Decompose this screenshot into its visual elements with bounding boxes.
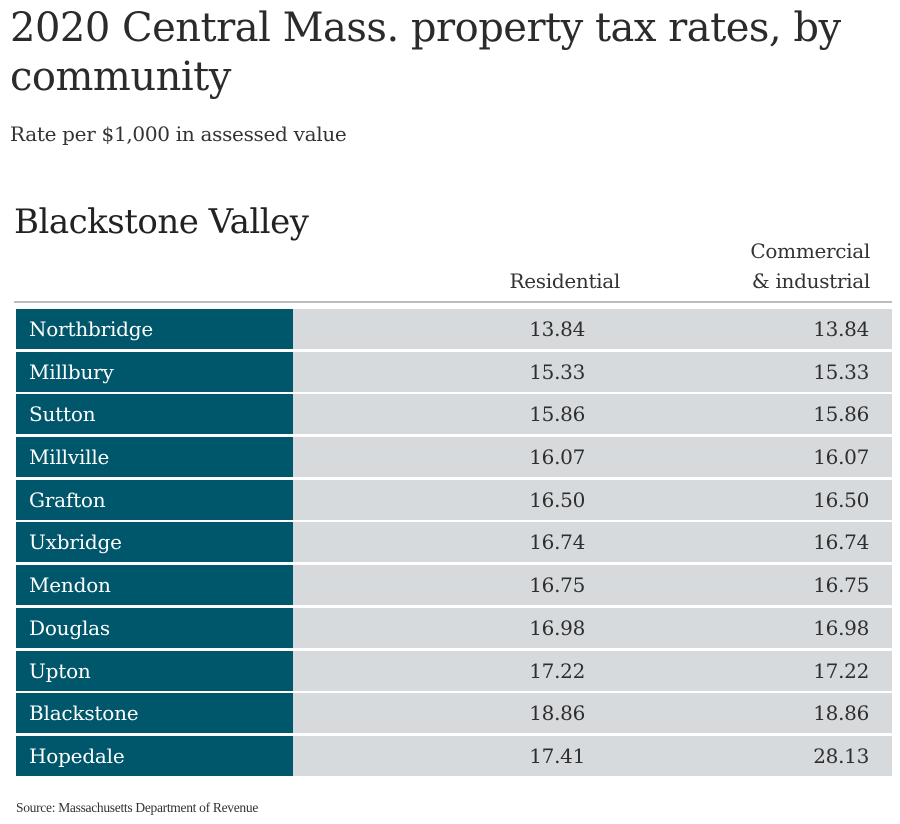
table-row: Douglas 16.98 16.98: [16, 607, 892, 648]
values-cell: 15.33 15.33: [293, 351, 892, 392]
values-cell: 17.22 17.22: [293, 650, 892, 691]
values-cell: 16.98 16.98: [293, 607, 892, 648]
table-row: Sutton 15.86 15.86: [16, 394, 892, 435]
commercial-rate: 18.86: [813, 701, 869, 726]
residential-rate: 16.74: [529, 530, 585, 555]
commercial-rate: 17.22: [813, 658, 869, 683]
values-cell: 17.41 28.13: [293, 735, 892, 776]
column-header-commercial: Commercial & industrial: [660, 236, 870, 296]
section-heading: Blackstone Valley: [14, 202, 309, 242]
residential-rate: 15.33: [529, 359, 585, 384]
residential-rate: 16.75: [529, 573, 585, 598]
values-cell: 16.50 16.50: [293, 479, 892, 520]
commercial-rate: 16.74: [813, 530, 869, 555]
values-cell: 13.84 13.84: [293, 309, 892, 349]
community-name: Millbury: [16, 351, 293, 392]
table-row: Uxbridge 16.74 16.74: [16, 522, 892, 563]
commercial-rate: 16.98: [813, 615, 869, 640]
commercial-rate: 13.84: [813, 317, 869, 341]
commercial-rate: 15.86: [813, 402, 869, 427]
table-row: Mendon 16.75 16.75: [16, 565, 892, 606]
commercial-rate: 28.13: [813, 743, 869, 768]
community-name: Hopedale: [16, 735, 293, 776]
residential-rate: 16.50: [529, 487, 585, 512]
values-cell: 16.07 16.07: [293, 437, 892, 478]
chart-subtitle: Rate per $1,000 in assessed value: [10, 122, 347, 146]
residential-rate: 13.84: [529, 317, 585, 341]
header-divider: [14, 301, 892, 303]
column-header-commercial-line1: Commercial: [750, 239, 870, 263]
community-name: Uxbridge: [16, 522, 293, 563]
values-cell: 16.75 16.75: [293, 565, 892, 606]
values-cell: 15.86 15.86: [293, 394, 892, 435]
table-row: Hopedale 17.41 28.13: [16, 735, 892, 776]
residential-rate: 15.86: [529, 402, 585, 427]
community-name: Upton: [16, 650, 293, 691]
table-row: Upton 17.22 17.22: [16, 650, 892, 691]
community-name: Mendon: [16, 565, 293, 606]
community-name: Millville: [16, 437, 293, 478]
community-name: Douglas: [16, 607, 293, 648]
chart-title: 2020 Central Mass. property tax rates, b…: [10, 5, 841, 100]
residential-rate: 18.86: [529, 701, 585, 726]
residential-rate: 17.22: [529, 658, 585, 683]
values-cell: 18.86 18.86: [293, 693, 892, 734]
commercial-rate: 15.33: [813, 359, 869, 384]
community-name: Sutton: [16, 394, 293, 435]
residential-rate: 16.07: [529, 445, 585, 470]
community-name: Northbridge: [16, 309, 293, 349]
values-cell: 16.74 16.74: [293, 522, 892, 563]
commercial-rate: 16.75: [813, 573, 869, 598]
column-header-commercial-line2: & industrial: [751, 269, 870, 293]
commercial-rate: 16.50: [813, 487, 869, 512]
commercial-rate: 16.07: [813, 445, 869, 470]
table-row: Blackstone 18.86 18.86: [16, 693, 892, 734]
column-header-residential: Residential: [509, 269, 620, 293]
table-row: Millbury 15.33 15.33: [16, 351, 892, 392]
residential-rate: 17.41: [529, 743, 585, 768]
table-row: Northbridge 13.84 13.84: [16, 309, 892, 349]
table-row: Millville 16.07 16.07: [16, 437, 892, 478]
rate-table: Northbridge 13.84 13.84 Millbury 15.33 15.33 S…: [16, 309, 892, 779]
community-name: Blackstone: [16, 693, 293, 734]
table-row: Grafton 16.50 16.50: [16, 479, 892, 520]
residential-rate: 16.98: [529, 615, 585, 640]
community-name: Grafton: [16, 479, 293, 520]
source-note: Source: Massachusetts Department of Reve…: [16, 800, 259, 815]
